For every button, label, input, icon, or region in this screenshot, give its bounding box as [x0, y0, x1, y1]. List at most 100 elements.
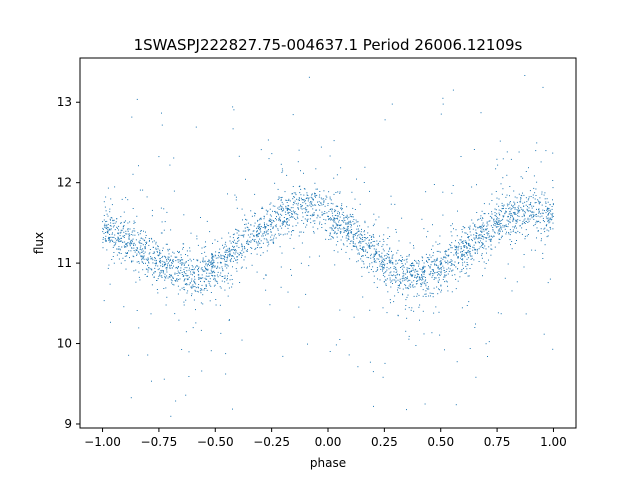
x-tick-label: −0.50 — [197, 435, 234, 449]
data-point — [266, 233, 268, 235]
data-point — [467, 242, 469, 244]
data-point — [445, 250, 447, 252]
data-point — [172, 276, 174, 278]
data-point — [431, 332, 433, 334]
data-point — [299, 200, 300, 201]
data-point — [136, 261, 138, 263]
data-point — [271, 239, 273, 241]
data-point — [550, 210, 552, 212]
data-point — [337, 210, 339, 212]
data-point — [164, 277, 166, 279]
data-point — [405, 277, 407, 279]
data-point — [549, 204, 551, 206]
data-point — [402, 277, 404, 279]
data-point — [289, 217, 291, 218]
data-point — [214, 284, 216, 286]
data-point — [182, 275, 184, 277]
data-point — [212, 253, 213, 255]
data-point — [179, 262, 181, 264]
data-point — [162, 271, 164, 273]
data-point — [352, 242, 354, 244]
data-point — [348, 221, 350, 223]
data-point — [412, 284, 414, 286]
data-point — [286, 221, 288, 223]
data-point — [450, 265, 452, 266]
data-point — [269, 221, 271, 222]
data-point — [393, 268, 395, 269]
data-point — [420, 269, 422, 270]
data-point — [396, 252, 398, 254]
data-point — [519, 232, 521, 234]
data-point — [364, 220, 366, 222]
x-axis-label: phase — [310, 456, 346, 470]
data-point — [533, 211, 535, 213]
data-point — [357, 228, 359, 230]
data-point — [327, 203, 329, 204]
data-point — [148, 240, 150, 242]
data-point — [319, 216, 321, 218]
data-point — [410, 264, 412, 266]
data-point — [311, 204, 313, 206]
data-point — [462, 264, 464, 266]
data-point — [120, 229, 122, 231]
data-point — [419, 278, 421, 280]
data-point — [390, 261, 392, 263]
data-point — [303, 199, 305, 201]
data-point — [532, 194, 534, 196]
data-point — [444, 251, 446, 253]
data-point — [274, 205, 276, 207]
data-point — [475, 232, 477, 234]
data-point — [408, 285, 410, 287]
data-point — [469, 231, 471, 233]
data-point — [523, 194, 525, 196]
data-point — [198, 266, 200, 268]
data-point — [446, 268, 448, 270]
data-point — [455, 253, 457, 255]
data-point — [252, 239, 254, 241]
data-point — [323, 213, 325, 215]
data-point — [105, 210, 107, 212]
data-point — [413, 264, 415, 266]
data-point — [426, 282, 428, 283]
data-point — [471, 255, 473, 257]
data-point — [506, 174, 508, 176]
data-point — [265, 289, 267, 291]
data-point — [354, 243, 356, 245]
data-point — [167, 256, 169, 258]
data-point — [461, 307, 463, 309]
data-point — [421, 279, 423, 281]
data-point — [379, 255, 381, 257]
data-point — [505, 211, 507, 213]
data-point — [462, 254, 464, 256]
data-point — [408, 307, 410, 309]
data-point — [487, 356, 488, 357]
data-point — [128, 237, 130, 239]
data-point — [181, 262, 183, 264]
data-point — [483, 261, 485, 263]
data-point — [376, 258, 378, 260]
data-point — [410, 274, 412, 276]
data-point — [120, 237, 122, 239]
data-point — [208, 272, 210, 274]
data-point — [486, 252, 487, 254]
data-point — [465, 240, 467, 242]
data-point — [491, 211, 493, 213]
data-point — [393, 271, 395, 273]
data-point — [431, 248, 432, 250]
data-point — [473, 259, 475, 261]
data-point — [362, 247, 364, 249]
data-point — [297, 199, 299, 201]
data-point — [520, 207, 522, 209]
data-point — [451, 264, 453, 266]
data-point — [420, 278, 422, 280]
data-point — [544, 198, 546, 200]
data-point — [382, 376, 384, 378]
data-point — [171, 274, 172, 276]
data-point — [144, 251, 146, 253]
data-point — [377, 268, 379, 270]
data-point — [345, 251, 347, 253]
data-point — [521, 233, 523, 235]
data-point — [177, 280, 179, 282]
data-point — [146, 268, 148, 270]
data-point — [533, 215, 535, 217]
